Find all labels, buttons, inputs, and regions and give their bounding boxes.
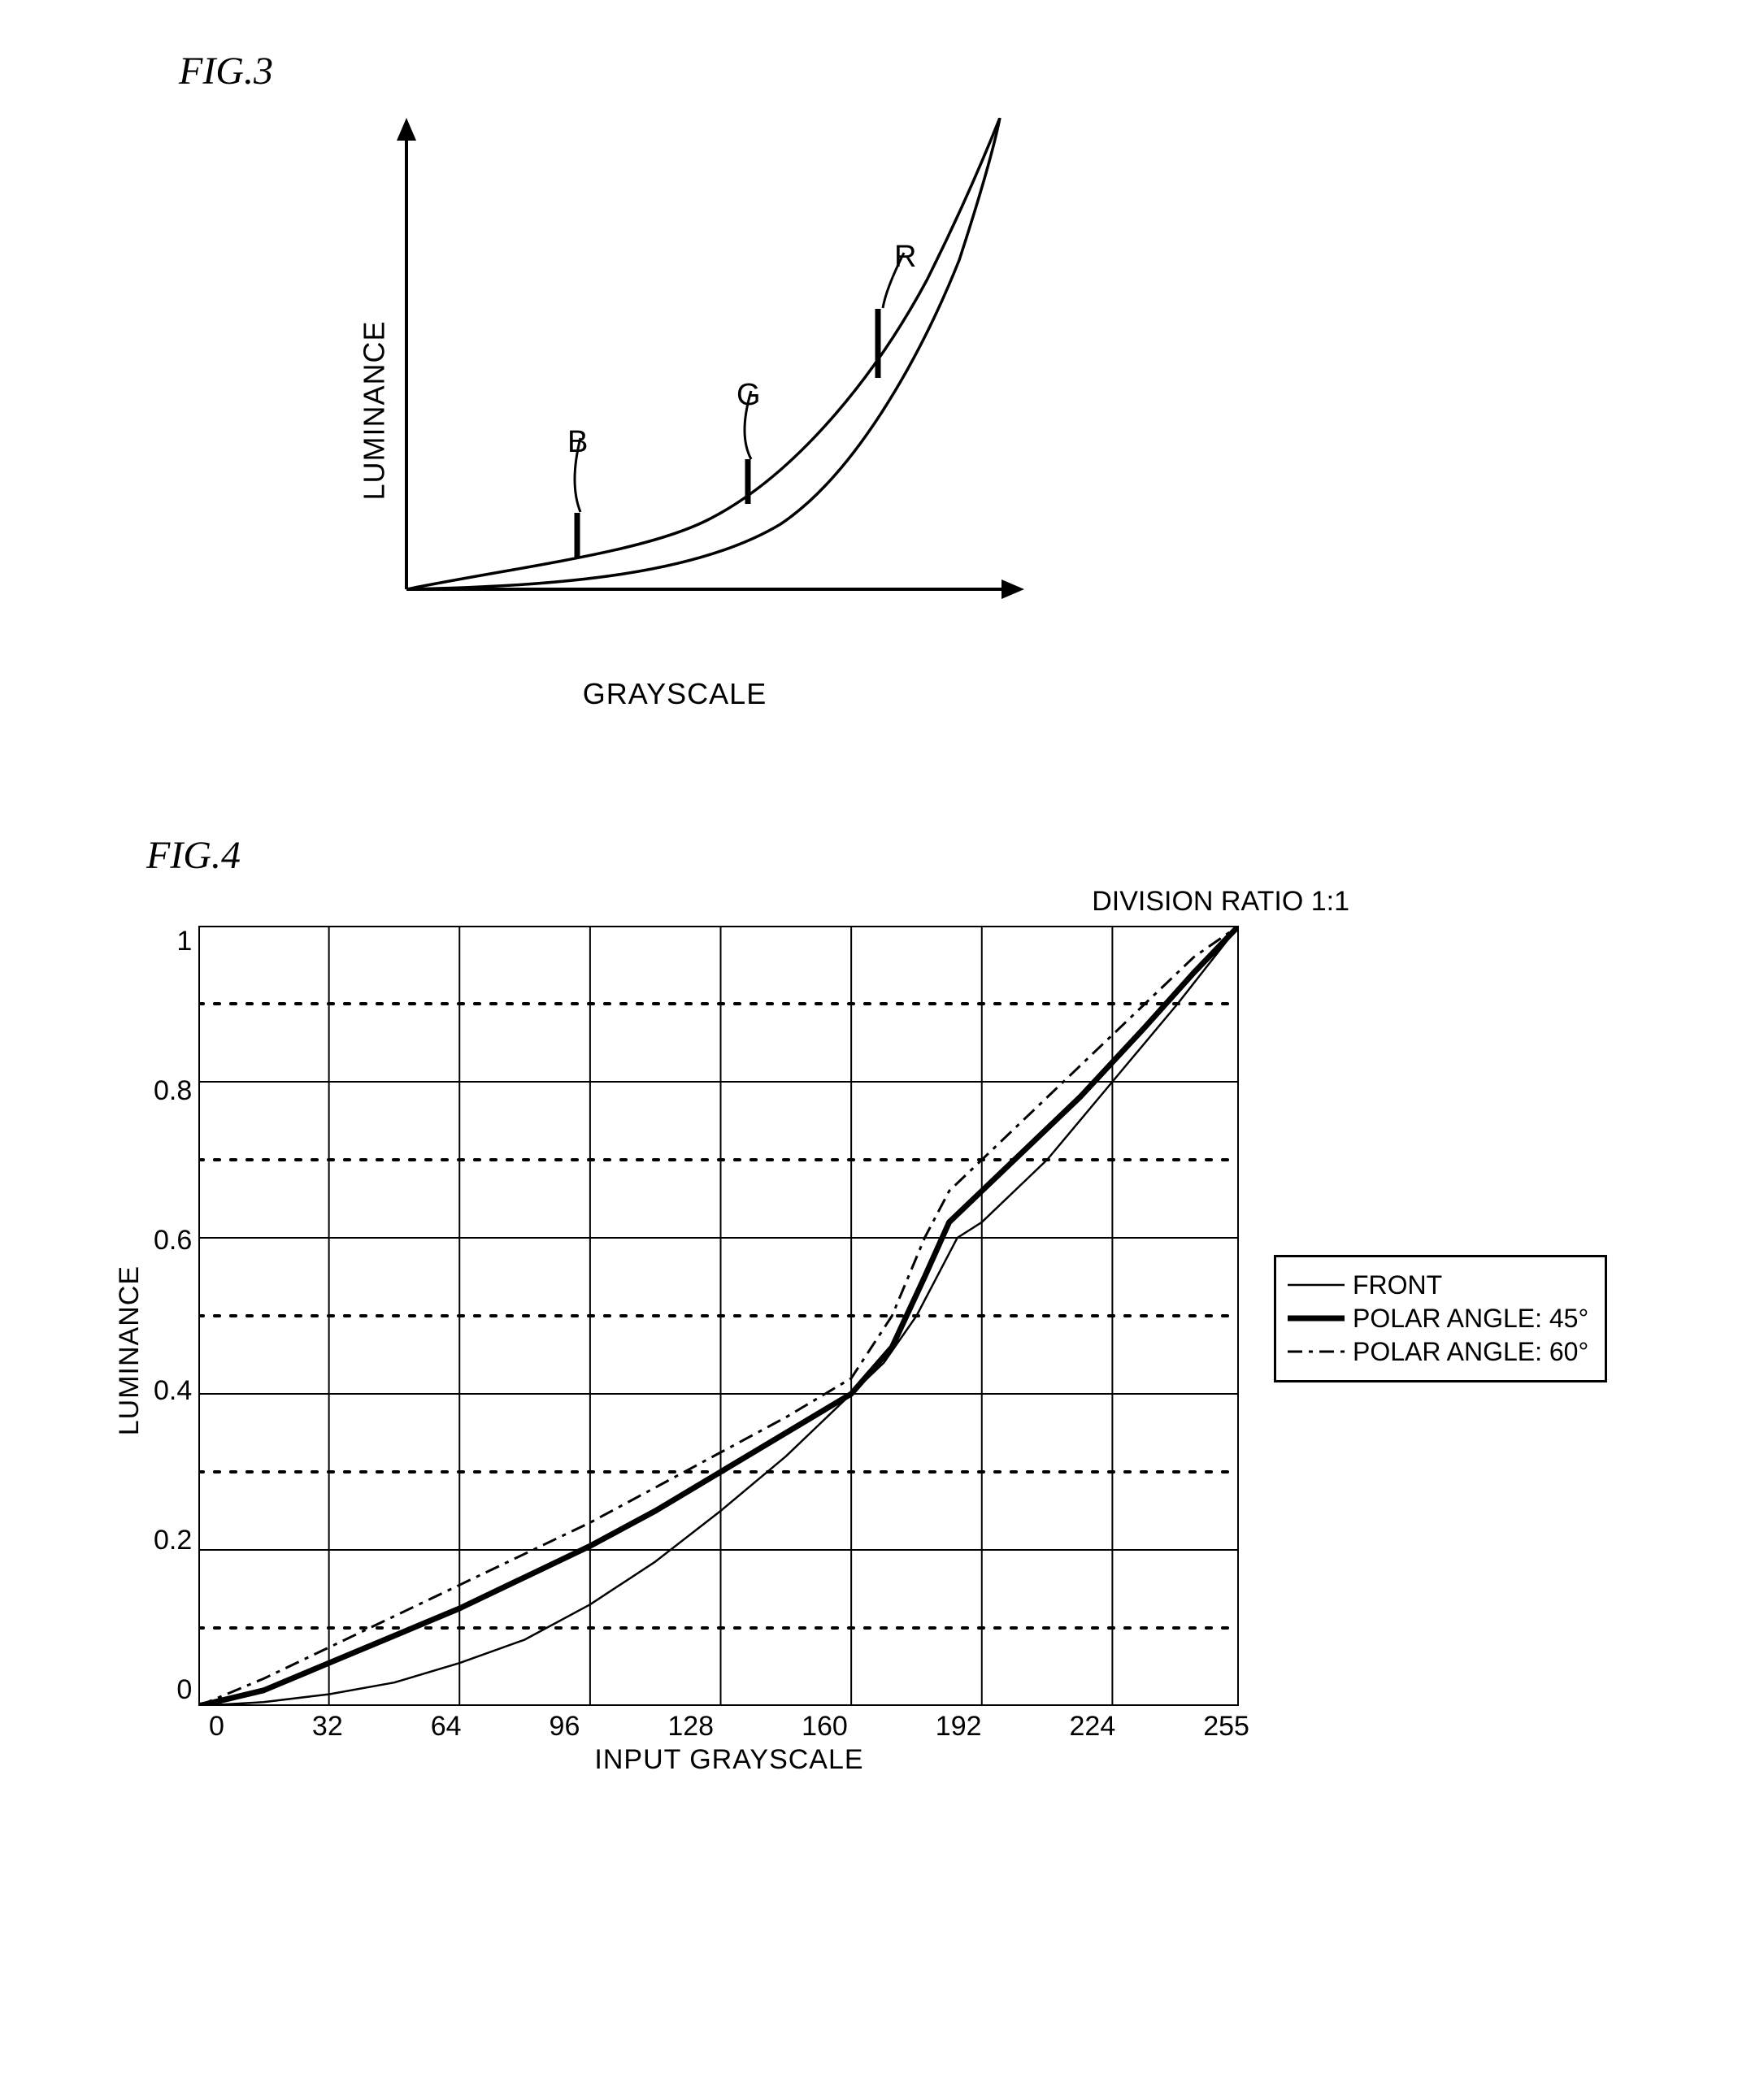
- ytick: 0.6: [154, 1225, 192, 1257]
- xtick: 0: [209, 1711, 224, 1743]
- ytick: 0.8: [154, 1075, 192, 1107]
- fig4-label: FIG.4: [146, 833, 1731, 878]
- ytick: 0.2: [154, 1525, 192, 1556]
- legend-item-polar60: POLAR ANGLE: 60°: [1288, 1337, 1588, 1367]
- fig3-plot: LUMINANCE GRAYSCALE BGR: [309, 118, 1041, 703]
- fig4-title: DIVISION RATIO 1:1: [114, 886, 1349, 918]
- xtick: 192: [936, 1711, 982, 1743]
- fig4-xlabel: INPUT GRAYSCALE: [209, 1744, 1249, 1776]
- fig3-label: FIG.3: [179, 49, 1731, 93]
- fig3-marker-G: G: [736, 378, 761, 413]
- ytick: 1: [154, 926, 192, 957]
- legend-label: POLAR ANGLE: 45°: [1353, 1304, 1588, 1334]
- legend-item-front: FRONT: [1288, 1270, 1588, 1300]
- xtick: 160: [802, 1711, 848, 1743]
- fig4-yticks: 1 0.8 0.6 0.4 0.2 0: [154, 926, 198, 1706]
- fig4-xticks: 0 32 64 96 128 160 192 224 255: [209, 1711, 1249, 1743]
- xtick: 32: [312, 1711, 343, 1743]
- legend-label: FRONT: [1353, 1270, 1442, 1300]
- fig3-marker-B: B: [567, 425, 588, 460]
- fig3-marker-R: R: [894, 240, 916, 275]
- ytick: 0: [154, 1674, 192, 1706]
- fig3-xlabel: GRAYSCALE: [583, 677, 767, 711]
- xtick: 96: [550, 1711, 580, 1743]
- fig4-legend: FRONT POLAR ANGLE: 45°POLAR ANGLE: 60°: [1274, 1255, 1607, 1382]
- fig3-svg: [358, 118, 1024, 638]
- ytick: 0.4: [154, 1375, 192, 1407]
- legend-label: POLAR ANGLE: 60°: [1353, 1337, 1588, 1367]
- xtick: 128: [667, 1711, 714, 1743]
- figure-3: FIG.3 LUMINANCE GRAYSCALE BGR: [33, 49, 1731, 703]
- fig4-ylabel: LUMINANCE: [114, 1265, 146, 1435]
- legend-item-polar45: POLAR ANGLE: 45°: [1288, 1304, 1588, 1334]
- xtick: 64: [431, 1711, 462, 1743]
- fig4-svg: [198, 926, 1239, 1706]
- figure-4: FIG.4 DIVISION RATIO 1:1 LUMINANCE 1 0.8 0…: [33, 833, 1731, 1776]
- xtick: 224: [1070, 1711, 1116, 1743]
- xtick: 255: [1203, 1711, 1249, 1743]
